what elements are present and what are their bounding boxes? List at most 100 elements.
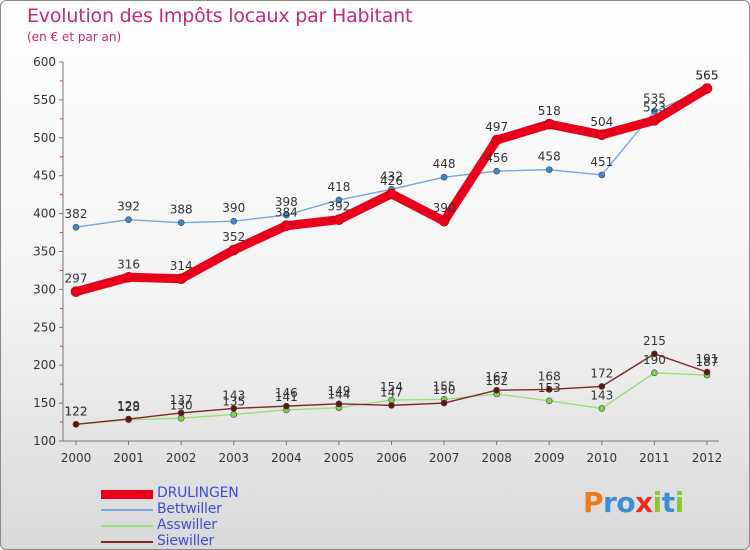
logo-letter-7: i bbox=[674, 486, 685, 519]
point-siewiller-2003 bbox=[230, 405, 238, 412]
y-tick-label-150: 150 bbox=[33, 396, 56, 410]
data-label-siewiller-2002: 137 bbox=[170, 393, 193, 407]
data-label-siewiller-2006: 147 bbox=[380, 385, 403, 399]
data-label-bettwiller-2008: 456 bbox=[485, 151, 508, 165]
y-tick-label-200: 200 bbox=[33, 358, 56, 372]
point-bettwiller-2011 bbox=[651, 107, 658, 115]
data-label-drulingen-2004: 384 bbox=[275, 206, 298, 220]
point-bettwiller-2010 bbox=[598, 171, 606, 179]
legend-item-siewiller: Siewiller bbox=[101, 533, 321, 550]
point-drulingen-2009 bbox=[543, 118, 555, 130]
y-tick-label-300: 300 bbox=[33, 282, 56, 296]
data-label-bettwiller-2005: 418 bbox=[327, 180, 350, 194]
data-label-asswiller-2001: 128 bbox=[117, 400, 140, 414]
point-siewiller-2007 bbox=[440, 399, 448, 407]
x-tick-label-2011: 2011 bbox=[639, 451, 670, 465]
data-label-asswiller-2011: 190 bbox=[643, 353, 666, 367]
legend-label-siewiller: Siewiller bbox=[157, 533, 215, 549]
y-tick-label-350: 350 bbox=[33, 245, 56, 259]
point-bettwiller-2007 bbox=[440, 173, 448, 181]
point-siewiller-2012 bbox=[703, 368, 711, 376]
point-bettwiller-2002 bbox=[177, 219, 185, 226]
legend-item-drulingen: DRULINGEN bbox=[101, 485, 321, 502]
point-siewiller-2010 bbox=[598, 383, 606, 390]
data-label-asswiller-2005: 144 bbox=[327, 388, 350, 402]
point-drulingen-2012 bbox=[701, 83, 713, 94]
logo-letter-4: x bbox=[635, 486, 653, 519]
point-bettwiller-2008 bbox=[493, 167, 500, 175]
point-siewiller-2005 bbox=[335, 400, 343, 408]
point-bettwiller-2003 bbox=[230, 217, 238, 225]
legend-swatch-drulingen bbox=[101, 490, 153, 499]
data-label-siewiller-2005: 149 bbox=[327, 384, 350, 398]
data-label-siewiller-2003: 143 bbox=[222, 388, 245, 402]
legend-label-drulingen: DRULINGEN bbox=[157, 485, 239, 501]
data-label-drulingen-2007: 390 bbox=[433, 201, 456, 215]
point-bettwiller-2009 bbox=[545, 166, 553, 173]
proxiti-logo: Proxiti bbox=[583, 486, 684, 519]
chart-title: Evolution des Impôts locaux par Habitant bbox=[27, 5, 413, 27]
y-tick-label-500: 500 bbox=[33, 131, 56, 145]
data-label-bettwiller-2000: 382 bbox=[65, 207, 88, 221]
x-tick-label-2010: 2010 bbox=[587, 451, 618, 465]
legend-swatch-bettwiller bbox=[101, 509, 153, 511]
data-label-asswiller-2008: 162 bbox=[485, 374, 508, 388]
legend-label-bettwiller: Bettwiller bbox=[157, 501, 222, 517]
x-tick-label-2006: 2006 bbox=[376, 451, 407, 465]
data-label-bettwiller-2004: 398 bbox=[275, 195, 298, 209]
logo-letter-6: t bbox=[661, 486, 675, 519]
legend-item-asswiller: Asswiller bbox=[101, 517, 321, 534]
point-siewiller-2009 bbox=[545, 386, 553, 393]
data-label-asswiller-2003: 135 bbox=[222, 394, 245, 408]
x-tick-label-2012: 2012 bbox=[692, 451, 723, 465]
point-drulingen-2005 bbox=[333, 214, 345, 225]
point-asswiller-2011 bbox=[651, 369, 658, 377]
logo-letter-3: o bbox=[616, 486, 636, 519]
data-label-siewiller-2001: 129 bbox=[117, 399, 140, 413]
y-tick-label-400: 400 bbox=[33, 207, 56, 221]
point-siewiller-2008 bbox=[493, 386, 500, 394]
point-bettwiller-2000 bbox=[72, 223, 80, 231]
x-tick-label-2001: 2001 bbox=[113, 451, 144, 465]
point-siewiller-2000 bbox=[72, 421, 80, 428]
point-drulingen-2011 bbox=[649, 115, 660, 126]
x-tick-label-2005: 2005 bbox=[324, 451, 355, 465]
point-siewiller-2002 bbox=[177, 409, 185, 417]
point-asswiller-2009 bbox=[545, 397, 553, 405]
point-bettwiller-2001 bbox=[125, 216, 132, 223]
point-bettwiller-2004 bbox=[283, 211, 290, 219]
point-bettwiller-2005 bbox=[335, 196, 343, 204]
point-siewiller-2006 bbox=[388, 402, 395, 409]
data-label-siewiller-2009: 168 bbox=[538, 369, 561, 383]
legend-swatch-asswiller bbox=[101, 525, 153, 527]
data-label-siewiller-2004: 146 bbox=[275, 386, 298, 400]
chart-legend: DRULINGEN Bettwiller Asswiller Siewiller bbox=[101, 485, 321, 550]
point-drulingen-2002 bbox=[175, 273, 187, 285]
data-label-asswiller-2007: 155 bbox=[433, 379, 456, 393]
point-drulingen-2010 bbox=[596, 129, 608, 141]
data-label-bettwiller-2002: 388 bbox=[170, 203, 193, 217]
x-tick-label-2008: 2008 bbox=[481, 451, 512, 465]
y-tick-label-450: 450 bbox=[33, 169, 56, 183]
data-label-siewiller-2008: 167 bbox=[485, 370, 508, 384]
data-label-bettwiller-2007: 448 bbox=[433, 157, 456, 171]
point-siewiller-2004 bbox=[283, 402, 290, 410]
data-label-bettwiller-2003: 390 bbox=[222, 201, 245, 215]
data-label-bettwiller-2010: 451 bbox=[590, 155, 613, 169]
point-drulingen-2003 bbox=[228, 244, 240, 256]
logo-letter-2: r bbox=[603, 486, 617, 519]
data-label-drulingen-2006: 426 bbox=[380, 174, 403, 188]
data-label-drulingen-2012: 565 bbox=[696, 69, 719, 83]
point-siewiller-2001 bbox=[125, 415, 132, 423]
point-asswiller-2003 bbox=[230, 411, 238, 418]
chart-subtitle: (en € et par an) bbox=[27, 30, 122, 44]
data-label-drulingen-2008: 497 bbox=[485, 120, 508, 134]
data-label-siewiller-2007: 150 bbox=[433, 383, 456, 397]
x-tick-label-2009: 2009 bbox=[534, 451, 565, 465]
data-label-asswiller-2000: 122 bbox=[65, 404, 88, 418]
data-label-drulingen-2001: 316 bbox=[117, 257, 140, 271]
data-label-asswiller-2010: 143 bbox=[590, 388, 613, 402]
x-tick-label-2007: 2007 bbox=[429, 451, 460, 465]
data-label-asswiller-2012: 187 bbox=[696, 355, 719, 369]
